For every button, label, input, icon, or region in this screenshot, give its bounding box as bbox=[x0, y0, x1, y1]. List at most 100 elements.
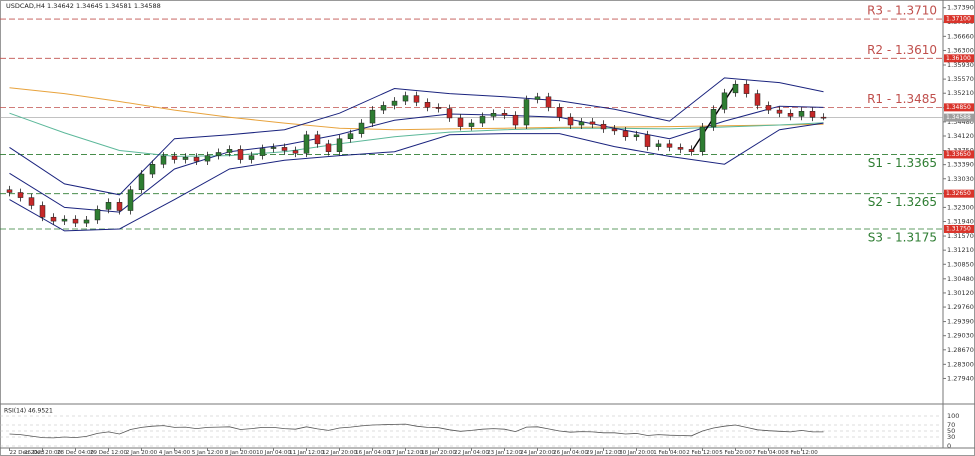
level-box bbox=[944, 224, 974, 233]
y-tick-label: 70 bbox=[947, 421, 955, 429]
candle-body bbox=[600, 123, 607, 130]
candle-body bbox=[50, 216, 57, 222]
x-tick-label: 22 Dec 2023 bbox=[10, 450, 46, 456]
x-tick-label: 24 Jan 20:00 bbox=[520, 450, 555, 456]
y-tick-label: 1.33390 bbox=[947, 161, 974, 169]
y-tick-label: 100 bbox=[947, 412, 959, 420]
y-tick-label: 1.29760 bbox=[947, 303, 974, 311]
candle-body bbox=[743, 83, 750, 94]
candle-body bbox=[160, 155, 167, 165]
indicator-line bbox=[9, 87, 824, 131]
y-tick-label: 1.31570 bbox=[947, 232, 974, 240]
level-name: S1 - 1.3365 bbox=[868, 156, 937, 170]
candle-body bbox=[589, 121, 596, 125]
candle-body bbox=[215, 152, 222, 156]
candle-body bbox=[622, 130, 629, 138]
candle-body bbox=[281, 147, 288, 151]
candle-body bbox=[820, 116, 827, 119]
candle-body bbox=[94, 209, 101, 221]
candle-body bbox=[380, 105, 387, 111]
y-tick-label: 1.33030 bbox=[947, 175, 974, 183]
y-tick-label: 30 bbox=[947, 433, 955, 441]
y-tick-label: 1.30120 bbox=[947, 289, 974, 297]
candle-body bbox=[369, 109, 376, 124]
x-tick-label: 16 Jan 04:00 bbox=[355, 450, 390, 456]
candle-body bbox=[567, 116, 574, 126]
level-name: S2 - 1.3265 bbox=[868, 195, 937, 209]
level-box bbox=[944, 189, 974, 198]
x-tick-label: 28 Dec 04:00 bbox=[57, 450, 94, 456]
x-tick-label: 22 Jan 04:00 bbox=[454, 450, 489, 456]
y-tick-label: 1.35210 bbox=[947, 89, 974, 97]
candle-body bbox=[424, 102, 431, 108]
y-tick-label: 50 bbox=[947, 427, 955, 435]
candle-body bbox=[534, 96, 541, 100]
candle-body bbox=[435, 107, 442, 109]
candle-body bbox=[248, 155, 255, 160]
candle-body bbox=[556, 107, 563, 118]
candle-body bbox=[270, 147, 277, 149]
candle-body bbox=[776, 109, 783, 114]
level-name: R3 - 1.3710 bbox=[867, 4, 937, 18]
x-tick-label: 7 Feb 04:00 bbox=[752, 450, 785, 456]
candle-body bbox=[688, 149, 695, 152]
x-tick-label: 23 Jan 12:00 bbox=[487, 450, 522, 456]
candle-body bbox=[523, 99, 530, 126]
candle-body bbox=[325, 143, 332, 152]
candle-body bbox=[72, 218, 79, 224]
x-tick-label: 2 Feb 12:00 bbox=[686, 450, 719, 456]
y-tick-label: 0 bbox=[947, 442, 951, 450]
x-tick-label: 12 Jan 20:00 bbox=[322, 450, 357, 456]
level-box bbox=[944, 103, 974, 112]
candle-body bbox=[336, 138, 343, 152]
rsi-line bbox=[9, 423, 824, 439]
x-tick-label: 26 Dec 20:00 bbox=[24, 450, 61, 456]
candle-body bbox=[655, 143, 662, 147]
candle-body bbox=[644, 134, 651, 147]
y-tick-label: 1.29030 bbox=[947, 332, 974, 340]
candle-body bbox=[501, 112, 508, 116]
x-tick-label: 30 Jan 20:00 bbox=[619, 450, 654, 456]
current-price-box bbox=[944, 113, 974, 122]
candle-body bbox=[237, 149, 244, 160]
candle-body bbox=[512, 114, 519, 126]
candle-body bbox=[204, 155, 211, 162]
candle-body bbox=[193, 156, 200, 162]
candle-body bbox=[127, 189, 134, 211]
candle-body bbox=[457, 117, 464, 127]
candle-body bbox=[468, 122, 475, 127]
candle-body bbox=[710, 109, 717, 128]
indicator-line bbox=[9, 77, 824, 196]
candle-body bbox=[61, 218, 68, 222]
y-tick-label: 1.31210 bbox=[947, 246, 974, 254]
candle-body bbox=[303, 134, 310, 154]
y-tick-label: 1.30850 bbox=[947, 260, 974, 268]
candle-body bbox=[611, 128, 618, 132]
x-tick-label: 1 Feb 04:00 bbox=[653, 450, 686, 456]
level-box bbox=[944, 54, 974, 63]
x-tick-label: 8 Jan 20:00 bbox=[225, 450, 257, 456]
y-tick-label: 1.36300 bbox=[947, 46, 974, 54]
candle-body bbox=[754, 93, 761, 106]
level-box bbox=[944, 15, 974, 24]
candle-body bbox=[105, 202, 112, 210]
indicator-line bbox=[9, 122, 824, 232]
y-tick-label: 1.34120 bbox=[947, 132, 974, 140]
level-value: 1.32650 bbox=[946, 190, 971, 197]
candle-body bbox=[545, 96, 552, 108]
x-tick-label: 29 Dec 12:00 bbox=[90, 450, 127, 456]
candle-body bbox=[182, 156, 189, 160]
candle-body bbox=[666, 143, 673, 148]
candle-body bbox=[226, 149, 233, 153]
y-tick-label: 1.36660 bbox=[947, 32, 974, 40]
candle-body bbox=[149, 163, 156, 175]
candle-body bbox=[347, 133, 354, 139]
candle-body bbox=[798, 111, 805, 117]
candle-body bbox=[39, 205, 46, 218]
y-tick-label: 1.37390 bbox=[947, 4, 974, 12]
indicator-line bbox=[9, 112, 824, 157]
x-tick-label: 5 Jan 12:00 bbox=[192, 450, 224, 456]
candle-body bbox=[83, 219, 90, 224]
candle-body bbox=[787, 112, 794, 117]
